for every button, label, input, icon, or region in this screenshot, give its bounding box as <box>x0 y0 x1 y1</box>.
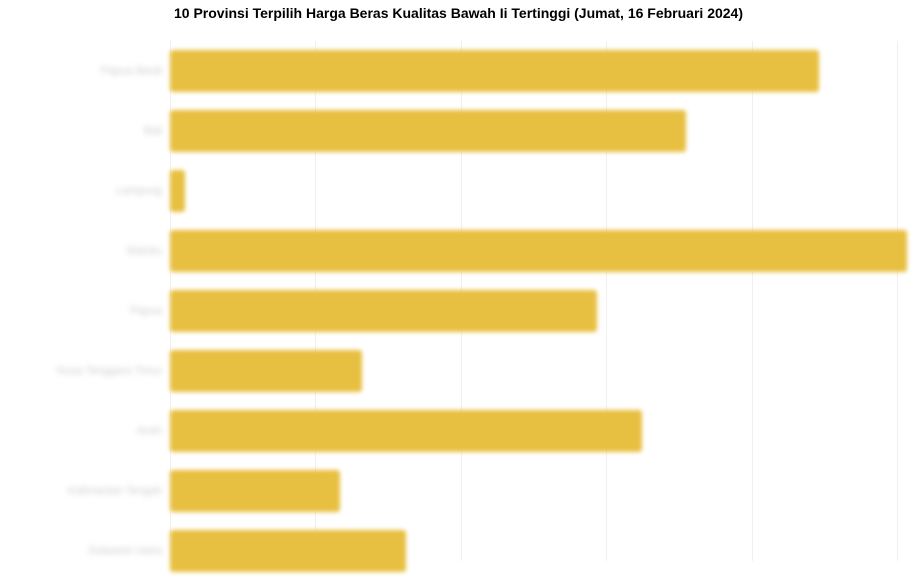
bar <box>170 230 907 272</box>
bar <box>170 290 597 332</box>
bar-row: Kalimantan Tengah <box>10 461 907 521</box>
bar-track <box>170 221 907 281</box>
bar <box>170 350 362 392</box>
chart-container: 10 Provinsi Terpilih Harga Beras Kualita… <box>0 0 917 564</box>
bar-row: Lampung <box>10 161 907 221</box>
bar-row: Maluku <box>10 221 907 281</box>
bar-track <box>170 101 907 161</box>
bar <box>170 50 819 92</box>
bar-track <box>170 41 907 101</box>
bar-label: Nusa Tenggara Timur <box>10 365 170 377</box>
bar-label: Maluku <box>10 245 170 257</box>
chart-area: Papua Barat Bali Lampung Maluku Papua Nusa Te… <box>10 41 907 561</box>
bar-label: Lampung <box>10 185 170 197</box>
bar-track <box>170 401 907 461</box>
bar-label: Aceh <box>10 425 170 437</box>
bar-row: Nusa Tenggara Timur <box>10 341 907 401</box>
bar-row: Papua <box>10 281 907 341</box>
bar <box>170 470 340 512</box>
bar-row: Bali <box>10 101 907 161</box>
bar-track <box>170 461 907 521</box>
bar-track <box>170 161 907 221</box>
bar <box>170 410 642 452</box>
bar <box>170 530 406 572</box>
bar-row: Papua Barat <box>10 41 907 101</box>
bar <box>170 170 185 212</box>
bar-label: Kalimantan Tengah <box>10 485 170 497</box>
bar-track <box>170 341 907 401</box>
bar-label: Sulawesi Utara <box>10 545 170 557</box>
chart-title: 10 Provinsi Terpilih Harga Beras Kualita… <box>10 0 907 41</box>
bar-label: Papua <box>10 305 170 317</box>
bar-row: Sulawesi Utara <box>10 521 907 581</box>
bar-label: Papua Barat <box>10 65 170 77</box>
bar-track <box>170 281 907 341</box>
bar-row: Aceh <box>10 401 907 461</box>
bar <box>170 110 686 152</box>
bars-container: Papua Barat Bali Lampung Maluku Papua Nusa Te… <box>10 41 907 581</box>
bar-label: Bali <box>10 125 170 137</box>
bar-track <box>170 521 907 581</box>
